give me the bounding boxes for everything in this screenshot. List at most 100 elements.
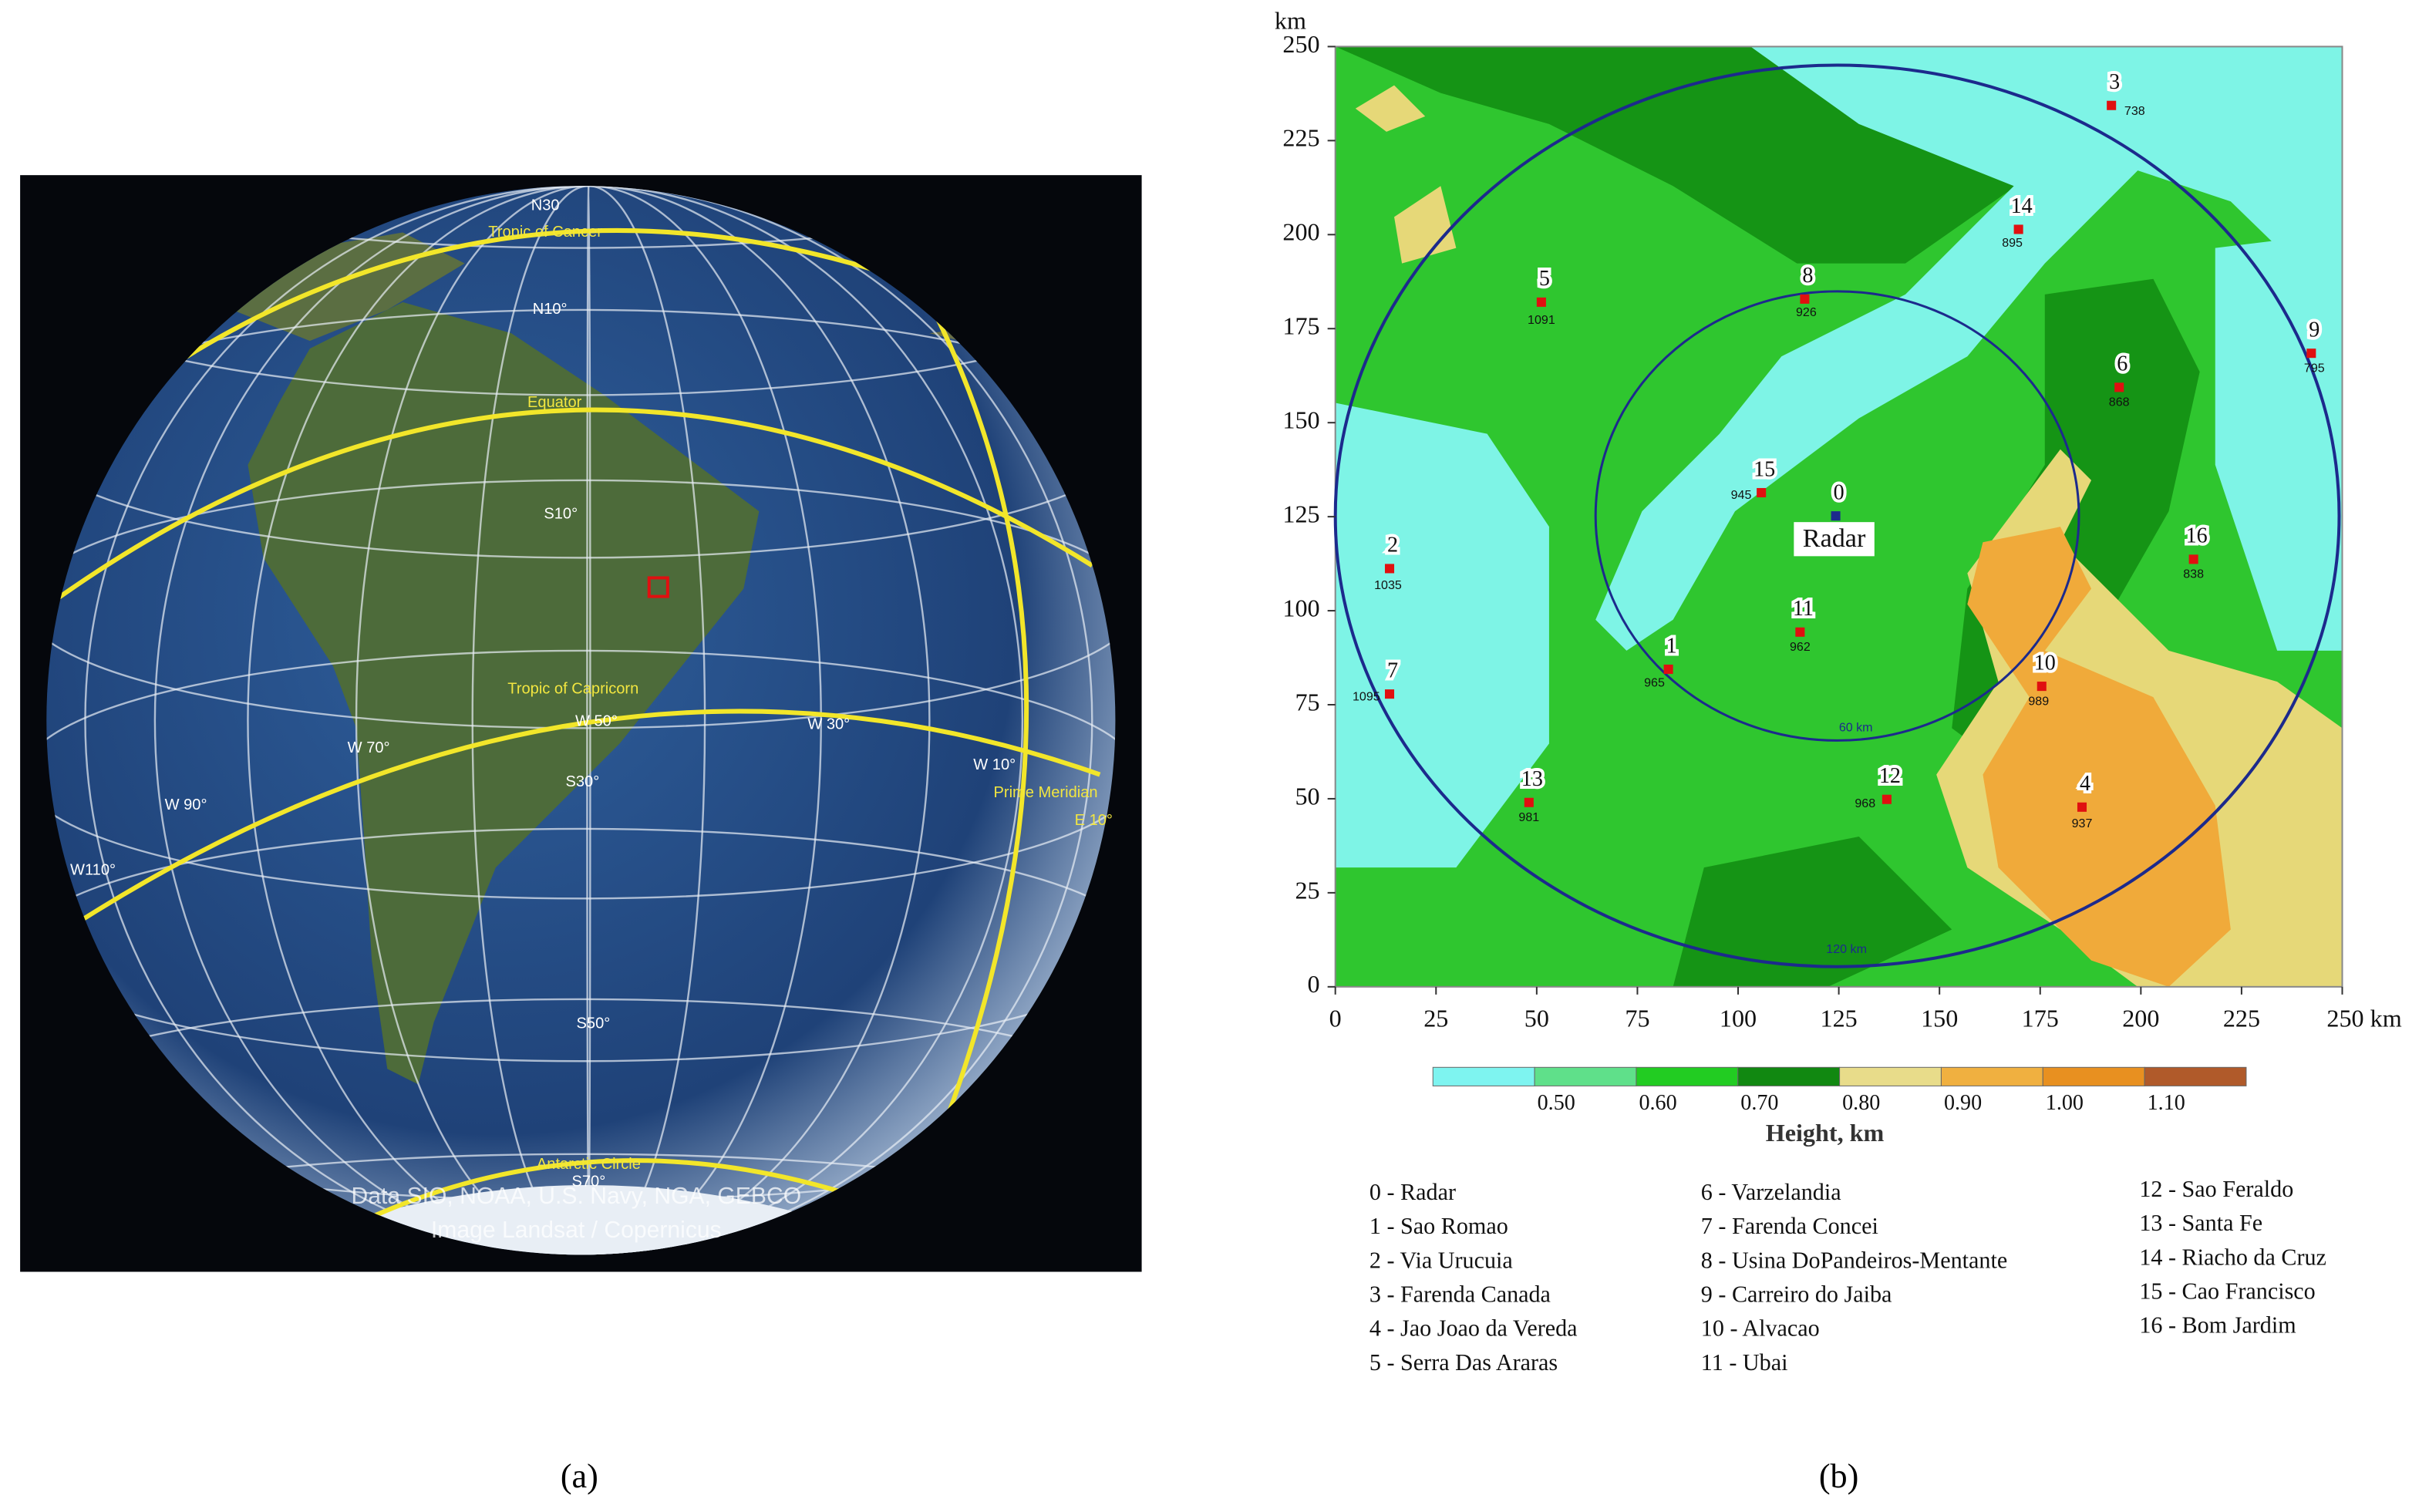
legend-entry: 0 - Radar [1369,1179,1456,1205]
legend-entry: 4 - Jao Joao da Vereda [1369,1315,1578,1342]
legend-entry: 12 - Sao Feraldo [2139,1176,2293,1202]
site-elevation: 838 [2183,567,2204,581]
legend-entry: 3 - Farenda Canada [1369,1281,1551,1308]
x-tick-label: 175 [2022,1004,2059,1032]
legend-entry: 15 - Cao Francisco [2139,1278,2315,1305]
ring-label: 120 km [1826,942,1867,956]
globe-label: W110° [70,861,116,878]
globe-label: W 30° [807,716,850,733]
site-marker [1800,294,1810,304]
site-elevation: 989 [2028,694,2049,708]
study-area-marker [647,576,669,598]
globe-label: W 50° [575,713,618,730]
colorbar-tick-label: 0.90 [1944,1091,1982,1115]
site-number: 16 [2186,524,2208,548]
colorbar-tick-label: 1.00 [2046,1091,2084,1115]
site-number: 10 [2034,651,2056,675]
site-number: 9 [2309,318,2320,342]
x-tick-label: 250 km [2326,1004,2401,1032]
globe-label: Antarctic Circle [537,1156,641,1173]
site-marker [1536,297,1546,307]
globe-label: Tropic of Cancer [488,224,602,241]
terrain-low [1595,46,2343,651]
site-marker [2037,682,2047,692]
globe-label: Prime Meridian [994,784,1098,801]
site-number: 11 [1793,597,1814,621]
site-elevation: 937 [2072,817,2093,830]
colorbar-tick-label: 0.80 [1842,1091,1880,1115]
x-tick-label: 75 [1625,1004,1649,1032]
site-elevation: 868 [2109,396,2130,409]
globe-label: N30 [531,197,560,214]
terrain-low [1335,402,1549,868]
colorbar-segment [1940,1066,2043,1086]
site-elevation: 968 [1855,796,1875,810]
y-tick-label: 0 [1308,970,1320,998]
x-tick-label: 150 [1921,1004,1958,1032]
site-marker [2013,224,2023,234]
site-elevation: 1035 [1374,578,1402,592]
site-elevation: 738 [2124,104,2145,118]
colorbar-tick-label: 0.60 [1639,1091,1676,1115]
radar-label: Radar [1803,524,1866,553]
y-tick-label: 150 [1282,406,1319,434]
site-number: 7 [1387,658,1398,682]
site-elevation: 962 [1790,640,1811,654]
globe-label: S10° [544,505,578,522]
colorbar-tick-label: 1.10 [2148,1091,2185,1115]
site-number: 4 [2080,772,2090,796]
site-number: 12 [1879,764,1901,788]
site-marker [1757,487,1767,498]
site-elevation: 965 [1644,675,1665,689]
site-marker [2306,349,2316,359]
legend-entry: 16 - Bom Jardim [2139,1312,2296,1339]
y-tick-label: 100 [1282,594,1319,621]
colorbar-segment [1839,1066,1942,1086]
globe-surface [46,186,1116,1255]
site-marker [1831,511,1841,521]
site-marker [1384,564,1395,574]
legend-entry: 13 - Santa Fe [2139,1210,2262,1236]
legend-entry: 1 - Sao Romao [1369,1213,1508,1239]
inner-ring [1594,290,2080,742]
site-marker [2188,554,2198,564]
x-tick-label: 100 [1720,1004,1757,1032]
terrain-high [1355,85,1426,132]
site-marker [1795,627,1805,637]
site-elevation: 795 [2304,362,2325,375]
site-number: 15 [1754,457,1775,481]
x-tick-label: 50 [1524,1004,1549,1032]
terrain-dark [1673,836,1952,987]
site-marker [2107,100,2117,110]
y-tick-label: 125 [1282,500,1319,527]
colorbar-segment [1636,1066,1739,1086]
site-number: 3 [2109,70,2120,94]
site-number: 14 [2011,194,2033,218]
terrain-high [1394,186,1457,264]
y-tick-label: 75 [1295,688,1319,716]
site-marker [2077,802,2087,812]
globe-label: W 70° [348,739,390,756]
map-credit: Image Landsat / Copernicus [431,1217,722,1243]
south-america [248,301,760,1085]
colorbar-title: Height, km [1766,1119,1885,1147]
colorbar-segment [1432,1066,1535,1086]
colorbar-segment [1737,1066,1841,1086]
colorbar-segment [2042,1066,2145,1086]
site-elevation: 981 [1518,810,1539,824]
x-tick-label: 25 [1423,1004,1448,1032]
site-elevation: 895 [2002,236,2023,250]
x-tick-label: 125 [1821,1004,1858,1032]
site-number: 0 [1834,480,1844,504]
globe-label: W 10° [973,756,1016,773]
site-number: 2 [1387,534,1398,557]
x-tick-label: 225 [2223,1004,2260,1032]
terrain-low [2215,232,2343,651]
site-number: 1 [1666,634,1677,658]
site-number: 5 [1539,267,1550,291]
colorbar-tick-label: 0.50 [1538,1091,1575,1115]
y-tick-label: 175 [1282,312,1319,340]
globe-label: S50° [577,1015,611,1032]
site-elevation: 926 [1796,305,1817,319]
